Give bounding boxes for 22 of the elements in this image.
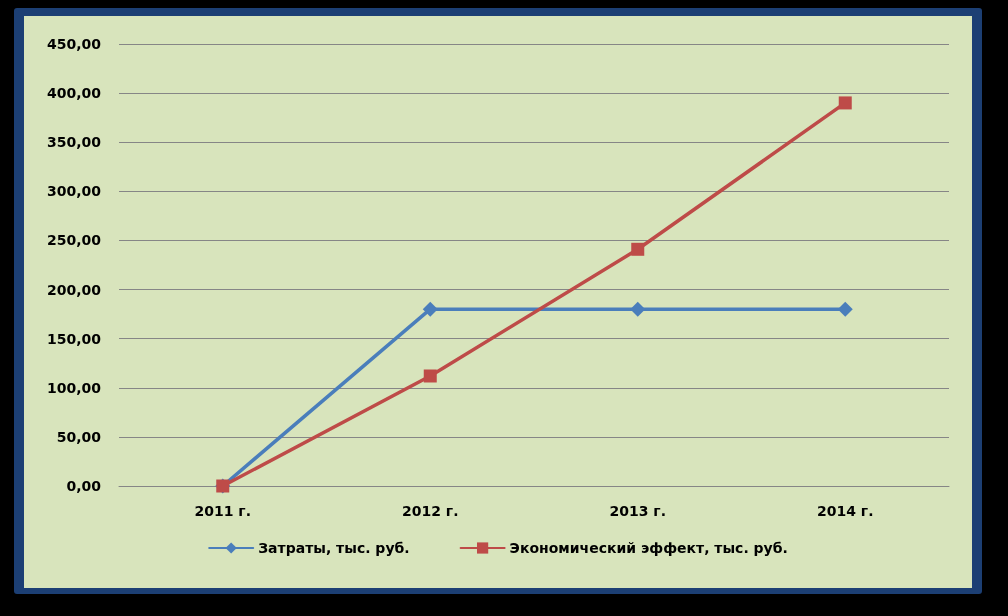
- y-tick-label: 100,00: [46, 379, 102, 396]
- y-tick-label: 250,00: [46, 232, 102, 249]
- y-tick-label: 200,00: [46, 281, 102, 298]
- y-tick-label: 400,00: [46, 85, 102, 102]
- point: [422, 301, 438, 317]
- legend-label: Затраты, тыс. руб.: [258, 540, 410, 556]
- point: [837, 301, 853, 317]
- y-tick-label: 0,00: [66, 478, 102, 494]
- x-tick-label: 2014 г.: [817, 503, 874, 519]
- y-tick-label: 350,00: [46, 134, 102, 151]
- y-tick-label: 50,00: [56, 428, 102, 445]
- y-tick-label: 300,00: [46, 183, 102, 200]
- point: [630, 301, 646, 317]
- y-tick-label: 450,00: [46, 36, 102, 52]
- point: [631, 242, 645, 256]
- y-tick-label: 150,00: [46, 330, 102, 347]
- point: [838, 96, 852, 110]
- legend-label: Экономический эффект, тыс. руб.: [509, 540, 788, 556]
- x-tick-label: 2013 г.: [609, 503, 666, 519]
- x-tick-label: 2011 г.: [194, 503, 251, 519]
- point: [423, 369, 437, 383]
- x-tick-label: 2012 г.: [402, 503, 459, 519]
